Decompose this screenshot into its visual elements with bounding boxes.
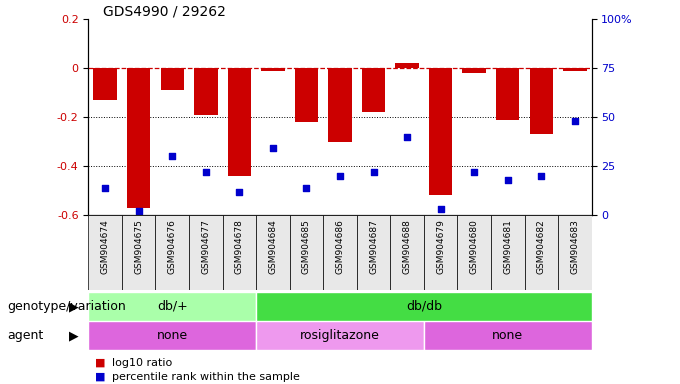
Point xyxy=(267,146,278,152)
Bar xyxy=(563,68,587,71)
Text: none: none xyxy=(492,329,524,342)
Bar xyxy=(122,215,156,290)
Bar xyxy=(395,63,419,68)
Text: none: none xyxy=(156,329,188,342)
Point xyxy=(133,208,144,214)
Text: GSM904678: GSM904678 xyxy=(235,219,244,274)
Text: GSM904682: GSM904682 xyxy=(537,219,546,273)
Bar xyxy=(424,321,592,350)
Text: GSM904681: GSM904681 xyxy=(503,219,512,274)
Point xyxy=(234,189,245,195)
Bar xyxy=(524,215,558,290)
Bar xyxy=(261,68,285,71)
Text: GSM904675: GSM904675 xyxy=(134,219,143,274)
Text: GDS4990 / 29262: GDS4990 / 29262 xyxy=(103,4,226,18)
Point xyxy=(435,206,446,212)
Bar xyxy=(530,68,553,134)
Bar xyxy=(362,68,386,112)
Text: ■: ■ xyxy=(95,372,105,382)
Bar xyxy=(256,292,592,321)
Text: GSM904688: GSM904688 xyxy=(403,219,411,274)
Bar xyxy=(160,68,184,90)
Point xyxy=(201,169,211,175)
Text: log10 ratio: log10 ratio xyxy=(112,358,173,368)
Point xyxy=(402,134,413,140)
Text: percentile rank within the sample: percentile rank within the sample xyxy=(112,372,300,382)
Point xyxy=(503,177,513,183)
Bar xyxy=(88,292,256,321)
Point xyxy=(469,169,479,175)
Bar xyxy=(256,321,424,350)
Bar xyxy=(496,68,520,119)
Bar xyxy=(189,215,222,290)
Text: GSM904676: GSM904676 xyxy=(168,219,177,274)
Bar xyxy=(424,215,458,290)
Point xyxy=(536,173,547,179)
Text: GSM904685: GSM904685 xyxy=(302,219,311,274)
Bar xyxy=(88,215,122,290)
Bar xyxy=(294,68,318,122)
Bar xyxy=(458,215,491,290)
Text: genotype/variation: genotype/variation xyxy=(7,300,126,313)
Text: rosiglitazone: rosiglitazone xyxy=(300,329,380,342)
Bar xyxy=(429,68,452,195)
Text: GSM904680: GSM904680 xyxy=(470,219,479,274)
Text: GSM904684: GSM904684 xyxy=(269,219,277,273)
Text: ■: ■ xyxy=(95,358,105,368)
Bar xyxy=(228,68,251,176)
Bar xyxy=(222,215,256,290)
Point xyxy=(100,185,111,191)
Point xyxy=(301,185,312,191)
Text: GSM904677: GSM904677 xyxy=(201,219,210,274)
Text: GSM904674: GSM904674 xyxy=(101,219,109,273)
Text: ▶: ▶ xyxy=(69,300,78,313)
Bar xyxy=(491,215,524,290)
Bar xyxy=(93,68,117,100)
Bar xyxy=(323,215,357,290)
Bar xyxy=(127,68,150,208)
Bar xyxy=(194,68,218,115)
Point xyxy=(335,173,345,179)
Text: db/db: db/db xyxy=(406,300,442,313)
Bar xyxy=(558,215,592,290)
Point xyxy=(167,153,177,159)
Bar xyxy=(156,215,189,290)
Text: GSM904683: GSM904683 xyxy=(571,219,579,274)
Bar xyxy=(328,68,352,142)
Bar xyxy=(256,215,290,290)
Bar xyxy=(88,321,256,350)
Bar xyxy=(462,68,486,73)
Point xyxy=(569,118,580,124)
Text: agent: agent xyxy=(7,329,43,343)
Text: GSM904687: GSM904687 xyxy=(369,219,378,274)
Text: GSM904686: GSM904686 xyxy=(335,219,345,274)
Bar xyxy=(290,215,323,290)
Text: db/+: db/+ xyxy=(157,300,188,313)
Bar xyxy=(357,215,390,290)
Bar xyxy=(390,215,424,290)
Text: ▶: ▶ xyxy=(69,329,78,343)
Point xyxy=(368,169,379,175)
Text: GSM904679: GSM904679 xyxy=(436,219,445,274)
